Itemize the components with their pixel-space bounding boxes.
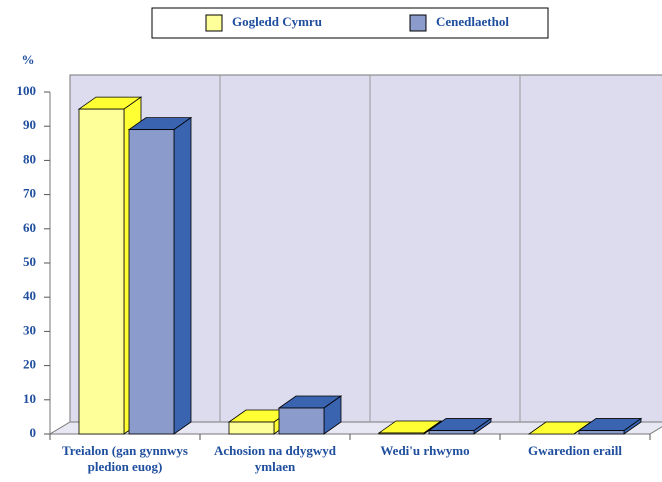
- legend-swatch: [409, 14, 427, 32]
- x-tick-label: Gwaredion eraill: [527, 443, 622, 458]
- y-tick-label: 100: [17, 83, 37, 98]
- legend-swatch: [205, 14, 223, 32]
- x-tick-label: Wedi'u rhwymo: [380, 443, 470, 458]
- x-tick-label: Achosion na ddygwyd ymlaen: [213, 443, 337, 474]
- bar-side: [173, 116, 192, 435]
- y-tick-label: 90: [23, 117, 36, 132]
- bar: [78, 108, 125, 435]
- y-tick-label: 20: [23, 357, 36, 372]
- x-tick-label: Treialon (gan gynnwys pledion euog): [62, 443, 188, 474]
- y-tick-label: 0: [30, 425, 37, 440]
- bar: [378, 432, 425, 435]
- bar: [228, 421, 275, 435]
- y-tick-label: 80: [23, 151, 36, 166]
- y-tick-label: 50: [23, 254, 36, 269]
- y-tick-label: 70: [23, 186, 36, 201]
- y-tick-label: 10: [23, 391, 36, 406]
- y-axis-label: %: [22, 52, 35, 67]
- y-tick-label: 30: [23, 322, 36, 337]
- legend-label: Cenedlaethol: [436, 14, 509, 29]
- y-tick-label: 40: [23, 288, 36, 303]
- bar: [278, 407, 325, 435]
- bar: [428, 430, 475, 435]
- bar: [578, 430, 625, 435]
- legend-label: Gogledd Cymru: [232, 14, 322, 29]
- bar: [128, 129, 175, 435]
- y-tick-label: 60: [23, 220, 36, 235]
